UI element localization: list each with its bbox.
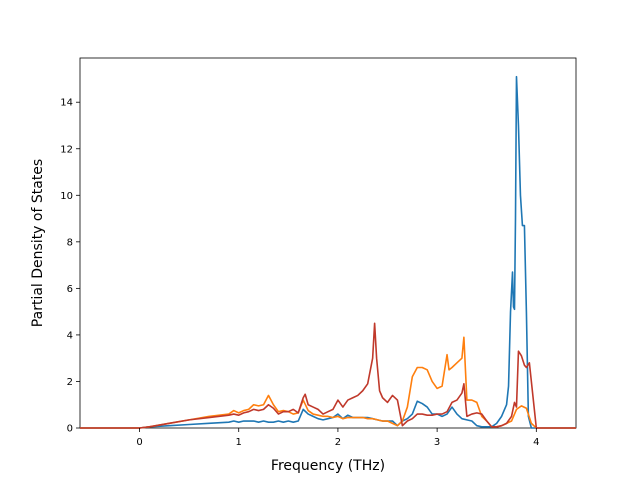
y-axis-title: Partial Density of States: [30, 159, 46, 327]
y-tick-label: 8: [67, 237, 73, 248]
x-tick-label: 2: [335, 437, 341, 448]
series-layer: [80, 75, 576, 429]
y-tick-label: 12: [60, 144, 73, 155]
y-tick-label: 14: [60, 98, 73, 109]
y-tick-label: 4: [67, 330, 73, 341]
x-tick-label: 3: [434, 437, 440, 448]
x-axis: 0 1 2 3 4: [136, 428, 540, 448]
plot-frame: [79, 57, 577, 429]
series-line-2: [80, 336, 576, 429]
x-tick-label: 4: [533, 437, 539, 448]
x-tick-label: 0: [136, 437, 142, 448]
series-line-3: [80, 322, 576, 429]
y-tick-label: 0: [67, 424, 73, 435]
y-tick-label: 6: [67, 284, 73, 295]
y-tick-label: 10: [60, 191, 73, 202]
x-axis-title: Frequency (THz): [271, 458, 385, 474]
series-line-1: [80, 75, 576, 429]
x-tick-label: 1: [236, 437, 242, 448]
y-tick-label: 2: [67, 377, 73, 388]
y-axis: 0 2 4 6 8 10 12 14: [60, 98, 80, 435]
